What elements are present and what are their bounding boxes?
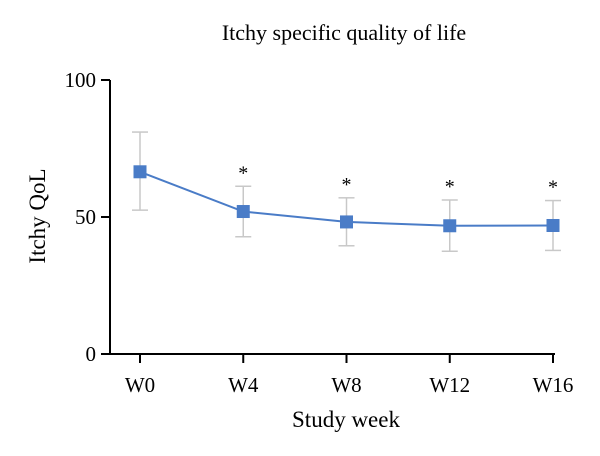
significance-mark: * <box>548 177 558 199</box>
y-tick-label: 100 <box>65 68 97 92</box>
significance-mark: * <box>342 174 352 196</box>
y-axis-label: Itchy QoL <box>25 168 50 263</box>
y-tick-label: 0 <box>86 342 97 366</box>
y-ticks: 0 50 100 <box>65 68 110 366</box>
x-ticks: W0 W4 W8 W12 W16 <box>125 354 574 397</box>
data-point <box>340 215 353 229</box>
data-point <box>236 205 250 219</box>
x-tick-label: W12 <box>429 373 470 397</box>
series <box>133 165 560 233</box>
x-tick-label: W16 <box>533 373 574 397</box>
significance-marks: * * * * <box>238 162 558 198</box>
significance-mark: * <box>445 176 455 198</box>
data-point <box>443 219 457 233</box>
significance-mark: * <box>238 162 248 184</box>
data-point <box>546 218 560 232</box>
data-point <box>133 165 147 179</box>
x-tick-label: W8 <box>331 373 361 397</box>
y-tick-label: 50 <box>75 205 96 229</box>
x-tick-label: W0 <box>125 373 155 397</box>
chart-title: Itchy specific quality of life <box>222 20 466 45</box>
x-tick-label: W4 <box>228 373 259 397</box>
x-axis-label: Study week <box>292 407 400 432</box>
